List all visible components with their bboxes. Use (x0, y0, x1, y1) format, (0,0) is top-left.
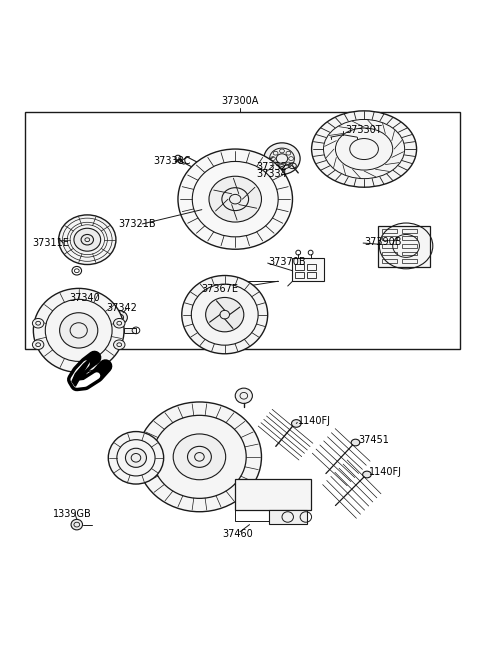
Ellipse shape (108, 432, 164, 484)
Ellipse shape (112, 311, 127, 324)
Bar (382, 259, 396, 263)
Ellipse shape (34, 289, 124, 373)
Bar (382, 252, 396, 255)
Bar (295, 272, 304, 278)
Ellipse shape (114, 340, 125, 350)
Ellipse shape (71, 520, 83, 530)
Ellipse shape (182, 276, 268, 354)
Text: 37321B: 37321B (118, 219, 156, 229)
Bar (295, 264, 304, 270)
Text: 1140FJ: 1140FJ (369, 467, 402, 477)
Text: 1140FJ: 1140FJ (298, 416, 331, 426)
Text: 37367E: 37367E (201, 284, 238, 294)
Bar (382, 244, 396, 248)
Bar (378, 226, 430, 267)
Bar (402, 252, 417, 255)
Bar (124, 327, 136, 333)
Ellipse shape (235, 388, 252, 403)
Text: 37390B: 37390B (364, 237, 402, 247)
Text: 37300A: 37300A (221, 96, 259, 106)
Ellipse shape (33, 340, 44, 350)
Ellipse shape (351, 440, 360, 446)
Ellipse shape (137, 402, 262, 512)
Bar (402, 236, 417, 240)
Bar (402, 229, 417, 233)
Ellipse shape (178, 149, 292, 249)
Ellipse shape (205, 297, 244, 332)
Ellipse shape (60, 313, 98, 348)
Ellipse shape (209, 176, 262, 222)
Text: 37370B: 37370B (269, 257, 306, 267)
Bar (307, 272, 316, 278)
Bar (292, 258, 324, 281)
Ellipse shape (312, 111, 417, 187)
Ellipse shape (114, 318, 125, 328)
Ellipse shape (74, 228, 101, 251)
Text: 37311E: 37311E (33, 238, 69, 248)
Bar (382, 229, 396, 233)
Bar (402, 244, 417, 248)
Text: 37340: 37340 (69, 293, 100, 304)
Text: 37451: 37451 (359, 435, 389, 445)
Ellipse shape (173, 434, 226, 480)
Polygon shape (72, 357, 92, 386)
Text: 37338C: 37338C (153, 156, 191, 166)
Bar (307, 264, 316, 270)
Text: 37334: 37334 (257, 169, 288, 179)
Ellipse shape (59, 215, 116, 264)
Text: 37332: 37332 (257, 161, 288, 172)
Bar (402, 259, 417, 263)
Bar (269, 510, 307, 523)
Text: 37342: 37342 (107, 303, 137, 313)
Ellipse shape (363, 471, 371, 478)
Ellipse shape (264, 143, 300, 174)
Bar (235, 480, 311, 510)
Bar (25, 112, 459, 350)
Text: 37330T: 37330T (345, 125, 382, 135)
Text: 37460: 37460 (222, 529, 252, 539)
Text: 1339GB: 1339GB (53, 509, 92, 519)
Bar (235, 510, 269, 522)
Ellipse shape (33, 318, 44, 328)
Ellipse shape (125, 448, 146, 467)
Ellipse shape (291, 420, 301, 427)
Bar (382, 236, 396, 240)
